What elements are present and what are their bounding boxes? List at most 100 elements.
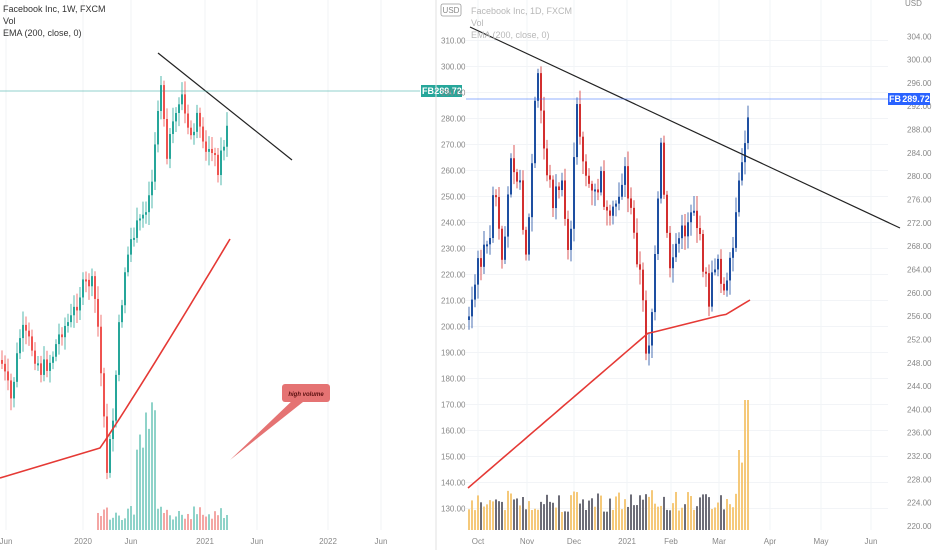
left-x-tick: 2022 (319, 537, 337, 546)
right-volume-bar (624, 499, 626, 530)
left-volume-bar (121, 519, 123, 530)
callout-label: high volume (288, 392, 324, 398)
left-candle (25, 324, 27, 331)
right-x-axis: Oct Nov Dec 2021 Feb Mar Apr May Jun (472, 537, 878, 546)
right-volume-bar (660, 505, 662, 530)
right-tag-value: 289.72 (902, 94, 930, 104)
left-candle (70, 315, 72, 323)
right-volume-bar (513, 499, 515, 530)
left-candle (19, 338, 21, 354)
right-volume-bar (471, 500, 473, 530)
right-y-tick-left: 260.00 (441, 167, 466, 176)
right-volume-bar (501, 501, 503, 530)
right-y-tick-left: 300.00 (441, 63, 466, 72)
right-candle (600, 171, 602, 193)
right-y-tick-left: 230.00 (441, 245, 466, 254)
left-volume-bar (142, 447, 144, 530)
right-volume-bar (744, 400, 746, 530)
right-candle (660, 142, 662, 199)
left-candle (199, 112, 201, 127)
right-candle (579, 104, 581, 137)
left-candle (13, 381, 15, 399)
left-candle (58, 334, 60, 345)
left-trendline[interactable] (157, 52, 293, 161)
left-candle (145, 212, 147, 215)
left-candle (28, 330, 30, 337)
left-chart-panel: high volume FB 289.72 Facebook Inc, 1W, … (0, 0, 462, 546)
left-candle (94, 276, 96, 299)
right-candle (675, 243, 677, 258)
right-candle (483, 244, 485, 267)
right-candle (480, 258, 482, 267)
right-candle (525, 229, 527, 255)
right-volume-bar (528, 501, 530, 530)
currency-badge-label: USD (443, 6, 460, 15)
right-y-tick-left: 280.00 (441, 115, 466, 124)
right-candle (501, 228, 503, 260)
right-volume-bar (510, 493, 512, 530)
right-x-tick: Apr (764, 537, 777, 546)
right-candle (666, 194, 668, 233)
right-chart-title: Facebook Inc, 1D, FXCM (471, 6, 572, 16)
right-volume-bar (720, 495, 722, 530)
right-candle (570, 228, 572, 250)
left-candle (118, 322, 120, 375)
left-candle (73, 306, 75, 316)
left-candle (40, 363, 42, 375)
right-y-tick-right: 256.00 (907, 312, 932, 321)
right-y-tick-left: 150.00 (441, 453, 466, 462)
currency-badge[interactable] (440, 3, 462, 17)
right-volume-bar (708, 497, 710, 530)
right-candle (618, 196, 620, 204)
right-volume-bar (642, 499, 644, 530)
right-chart-panel: 130.00 140.00 150.00 160.00 170.00 180.00 190.… (440, 0, 932, 546)
right-candle (747, 117, 749, 144)
left-candle (97, 298, 99, 327)
right-y-tick-right: 272.00 (907, 219, 932, 228)
right-volume-bar (687, 492, 689, 530)
right-volume-bar (570, 495, 572, 530)
right-volume-bar (741, 462, 743, 530)
right-volume-bar (618, 492, 620, 530)
right-candle (654, 254, 656, 313)
left-volume-bar (208, 514, 210, 530)
left-chart-title: Facebook Inc, 1W, FXCM (3, 4, 106, 14)
left-candle (184, 94, 186, 114)
right-vol-label: Vol (471, 18, 484, 28)
left-volume-bar (124, 518, 126, 530)
left-volume-bar (220, 508, 222, 530)
right-candle (564, 180, 566, 219)
right-candle (657, 198, 659, 255)
left-candle (4, 363, 6, 372)
right-volume-bar (693, 509, 695, 530)
left-x-tick: Jun (0, 537, 12, 546)
right-candle (552, 179, 554, 209)
right-volume-bar (474, 510, 476, 530)
right-tag-symbol: FB (889, 94, 901, 104)
right-candle (717, 258, 719, 270)
right-candle (543, 110, 545, 149)
left-candle (103, 373, 105, 417)
right-volume-bar (603, 511, 605, 530)
right-y-tick-right: 252.00 (907, 335, 932, 344)
right-trendline[interactable] (469, 26, 901, 229)
left-volume-bar (151, 402, 153, 530)
right-y-tick-right: 288.00 (907, 126, 932, 135)
right-y-axis-left: 130.00 140.00 150.00 160.00 170.00 180.00 190.… (441, 37, 466, 514)
right-volume-bar (555, 507, 557, 530)
right-candle (735, 212, 737, 248)
left-ema-label: EMA (200, close, 0) (3, 28, 82, 38)
right-candle (609, 210, 611, 216)
left-volume-bar (223, 518, 225, 530)
right-volume-bar (507, 490, 509, 530)
right-volume-bar (492, 501, 494, 530)
left-candle (154, 144, 156, 182)
left-volume-bar (214, 511, 216, 530)
right-candle (528, 217, 530, 255)
left-price-tag: FB 289.72 (421, 85, 462, 97)
right-candle (522, 180, 524, 230)
right-volume-bar (591, 498, 593, 530)
right-candle (687, 222, 689, 237)
right-candle (567, 218, 569, 250)
high-volume-callout[interactable]: high volume (230, 384, 330, 460)
